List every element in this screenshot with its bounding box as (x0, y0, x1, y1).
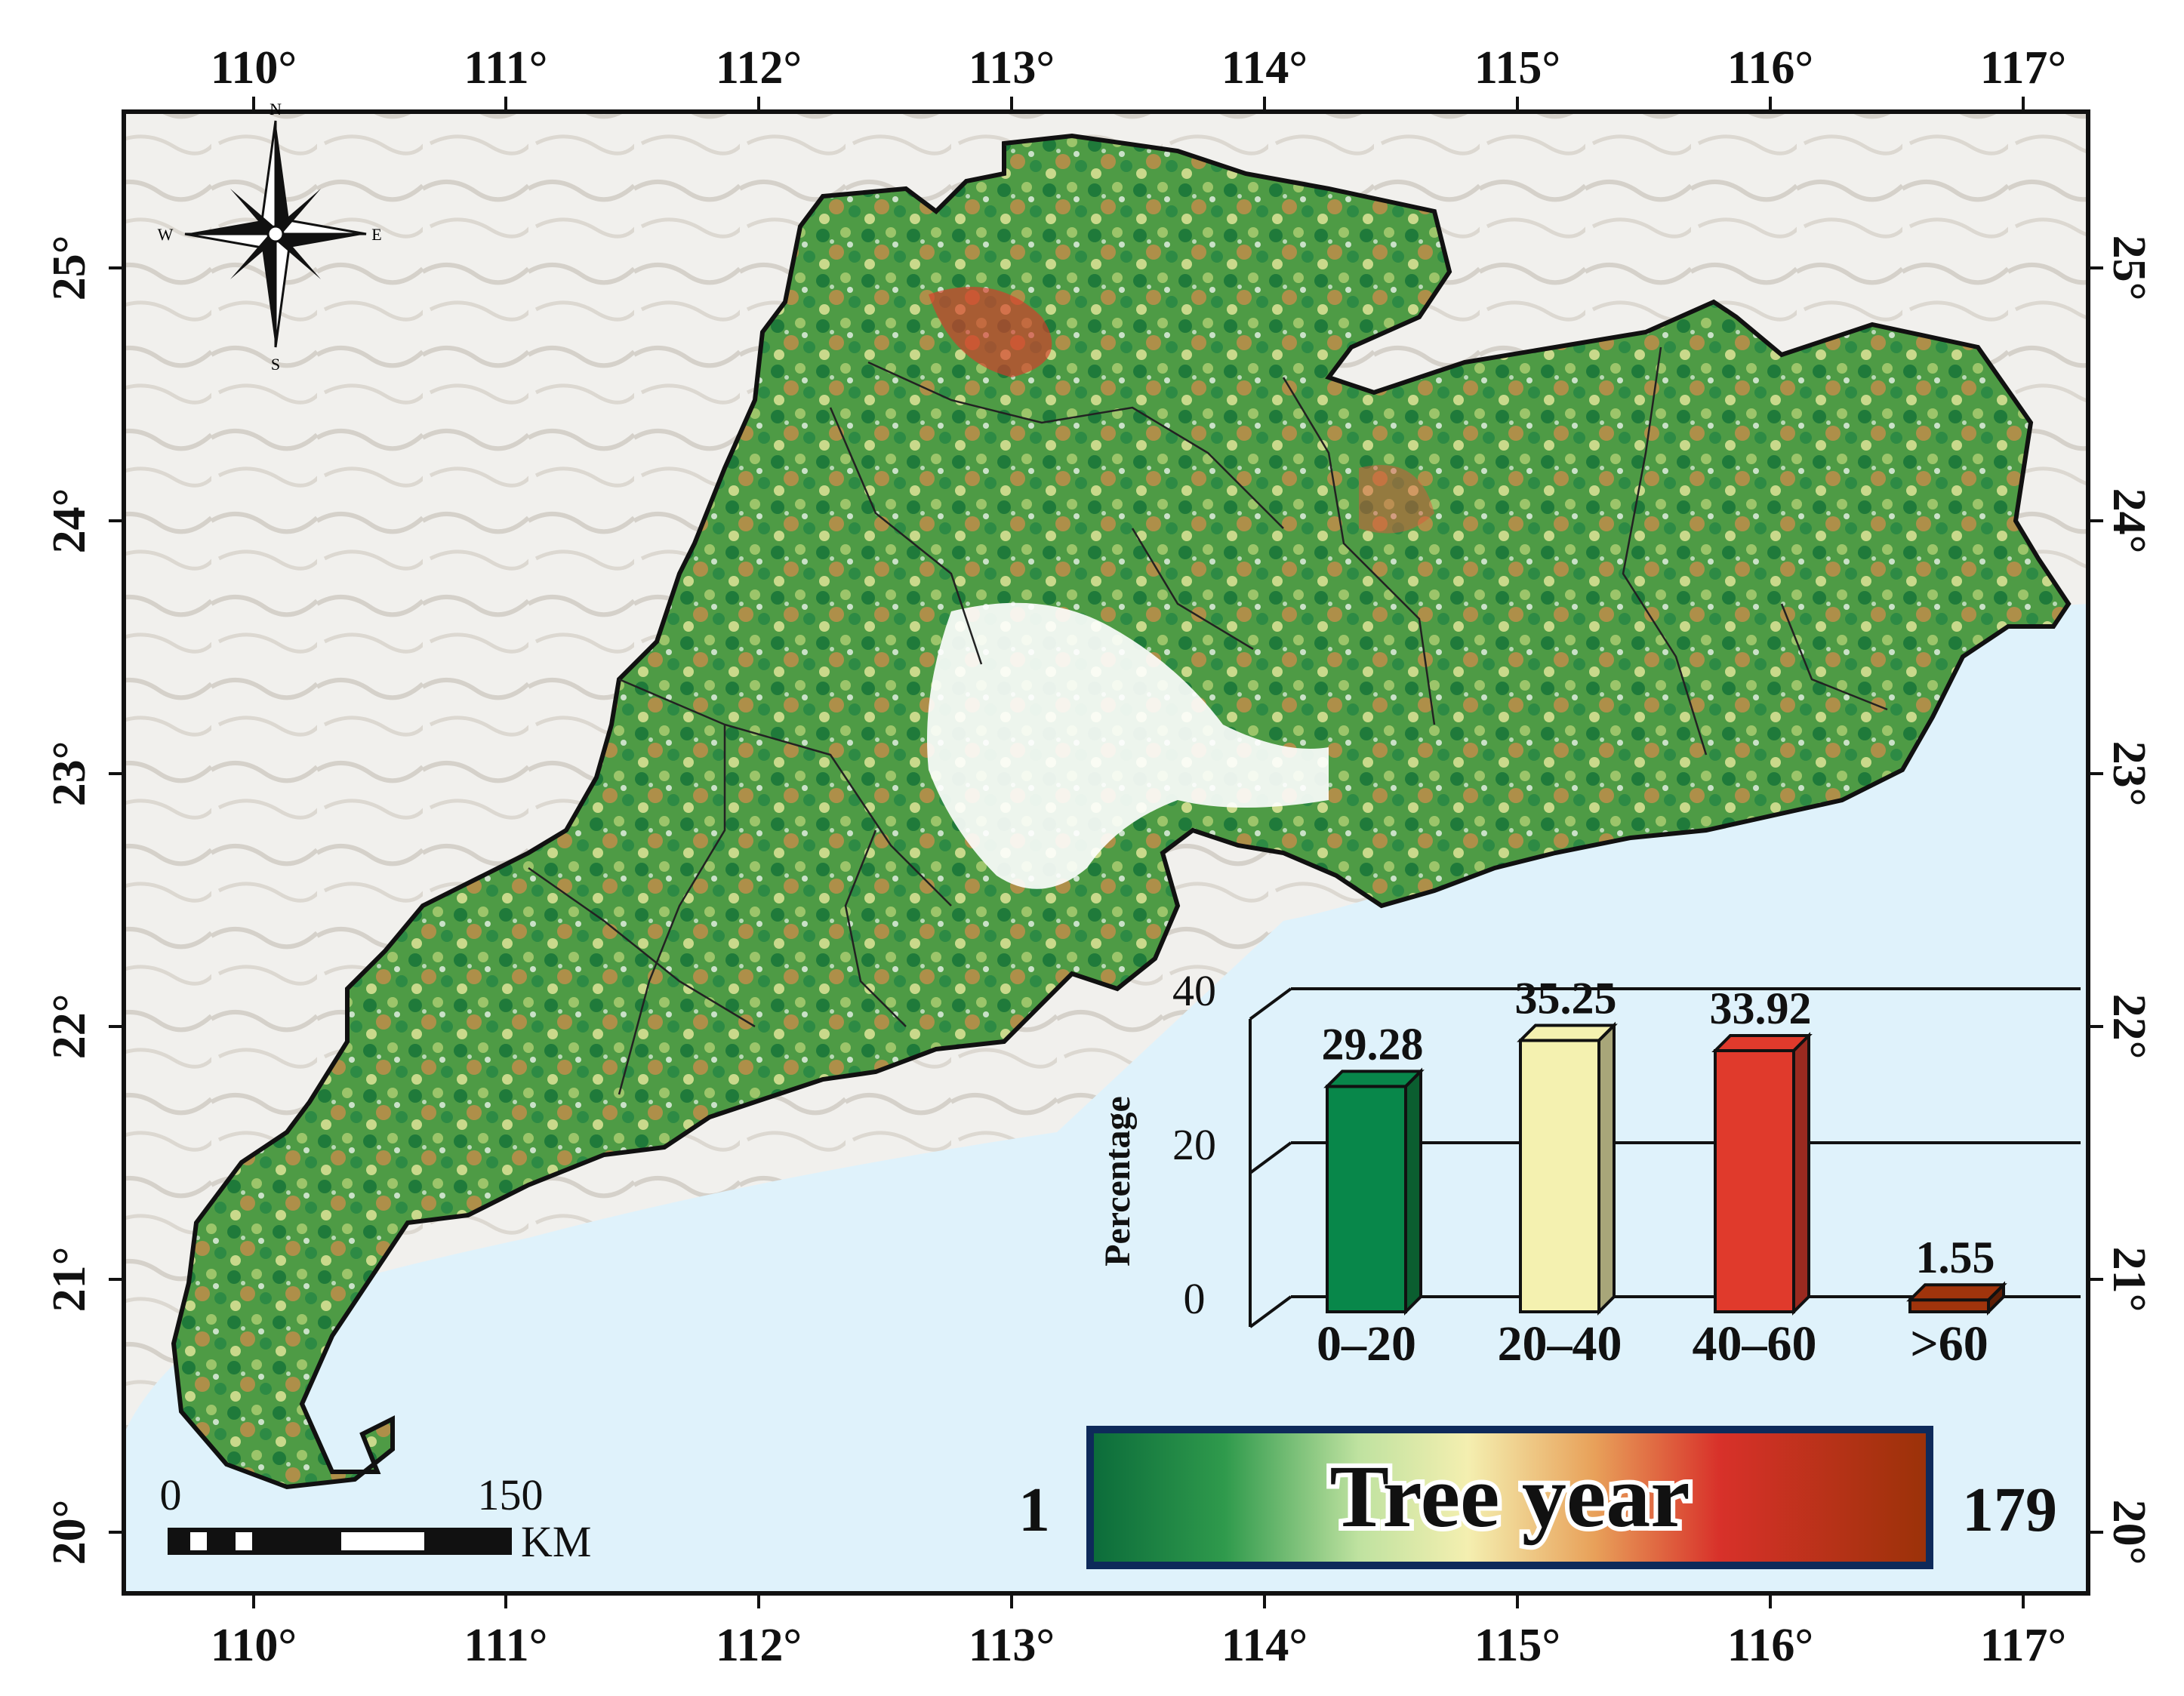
lon-label: 110° (211, 42, 297, 94)
lon-label: 110° (211, 1620, 297, 1671)
lat-label: 21° (44, 1247, 95, 1313)
bar-front (1519, 1039, 1600, 1313)
lat-label: 24° (2103, 488, 2155, 554)
lat-label: 22° (2103, 994, 2155, 1060)
chart-gridline (1249, 1295, 1292, 1328)
y-tick: 20 (1172, 1120, 1216, 1169)
age-class-bar-chart: Percentage 0 20 40 29.28 0–20 35.25 20–40 33… (1098, 966, 2081, 1371)
compass-w: W (158, 225, 174, 244)
lat-label: 25° (44, 235, 95, 301)
internal-boundaries (528, 346, 1888, 1095)
legend-min: 1 (1018, 1475, 1050, 1545)
lon-label: 114° (1221, 1620, 1308, 1671)
lon-label: 116° (1727, 42, 1813, 94)
hotspot-north (929, 287, 1052, 377)
bar-side (1404, 1067, 1422, 1316)
compass-n: N (270, 100, 282, 119)
bar-top (1711, 1034, 1813, 1053)
legend-max: 179 (1962, 1475, 2057, 1545)
bar-front (1714, 1049, 1795, 1313)
legend-title: Tree year (1329, 1447, 1690, 1546)
scale-unit: KM (521, 1517, 591, 1566)
compass-rose-icon: N S E W (158, 100, 382, 374)
lon-label: 117° (1980, 1620, 2066, 1671)
bar-value-label: 29.28 (1322, 1019, 1424, 1069)
bar-front (1908, 1298, 1990, 1313)
chart-gridline (1249, 1141, 1292, 1174)
latitude-labels-left: 25° 24° 23° 22° 21° 20° (44, 235, 95, 1565)
category-label: 0–20 (1317, 1316, 1416, 1371)
lat-label: 23° (44, 741, 95, 807)
lon-label: 116° (1727, 1620, 1813, 1671)
lat-label: 20° (2103, 1500, 2155, 1565)
longitude-labels-top: 110° 111° 112° 113° 114° 115° 116° 117° (211, 42, 2066, 94)
scale-end: 150 (478, 1470, 544, 1519)
bar-side (1792, 1032, 1810, 1316)
y-tick: 40 (1172, 966, 1216, 1015)
compass-e: E (371, 225, 381, 244)
lat-label: 23° (2103, 741, 2155, 807)
lon-label: 114° (1221, 42, 1308, 94)
scale-bar: 0 150 KM (160, 1470, 592, 1566)
lon-label: 111° (464, 42, 548, 94)
bar-top (1906, 1283, 2007, 1302)
bar-top (1517, 1023, 1618, 1042)
lat-label: 25° (2103, 235, 2155, 301)
category-label: >60 (1910, 1316, 1988, 1371)
scale-start: 0 (160, 1470, 182, 1519)
graticule-ticks (109, 97, 2103, 1608)
latitude-labels-right: 25° 24° 23° 22° 21° 20° (2103, 235, 2155, 1565)
lon-label: 111° (464, 1620, 548, 1671)
bar-side (1597, 1021, 1616, 1316)
urban-area (927, 602, 1329, 889)
lon-label: 112° (716, 1620, 802, 1671)
bar-value-label: 35.25 (1515, 973, 1617, 1023)
lat-label: 22° (44, 994, 95, 1060)
lat-label: 24° (44, 488, 95, 554)
lon-label: 113° (969, 42, 1055, 94)
lon-label: 115° (1474, 1620, 1560, 1671)
legend-color-ramp (1086, 1426, 1933, 1569)
bar-top (1323, 1070, 1425, 1088)
chart-ylabel: Percentage (1098, 1096, 1138, 1267)
longitude-labels-bottom: 110° 111° 112° 113° 114° 115° 116° 117° (211, 1620, 2066, 1671)
map-frame (122, 109, 2090, 1596)
bar-value-label: 33.92 (1710, 983, 1812, 1033)
category-label: 40–60 (1693, 1316, 1817, 1371)
lat-label: 20° (44, 1500, 95, 1565)
category-label: 20–40 (1498, 1316, 1622, 1371)
lon-label: 112° (716, 42, 802, 94)
chart-bars: 29.28 0–20 35.25 20–40 33.92 40–60 1.55 >60 (1317, 973, 2007, 1371)
lat-label: 21° (2103, 1247, 2155, 1313)
lon-label: 117° (1980, 42, 2066, 94)
lon-label: 115° (1474, 42, 1560, 94)
bar-value-label: 1.55 (1916, 1233, 1995, 1282)
hotspot-east (1359, 465, 1434, 534)
y-tick: 0 (1184, 1274, 1206, 1323)
lon-label: 113° (969, 1620, 1055, 1671)
legend: 1 Tree year 179 (1018, 1426, 2057, 1569)
compass-s: S (271, 355, 280, 374)
chart-gridline (1249, 987, 1292, 1020)
bar-front (1326, 1085, 1407, 1313)
